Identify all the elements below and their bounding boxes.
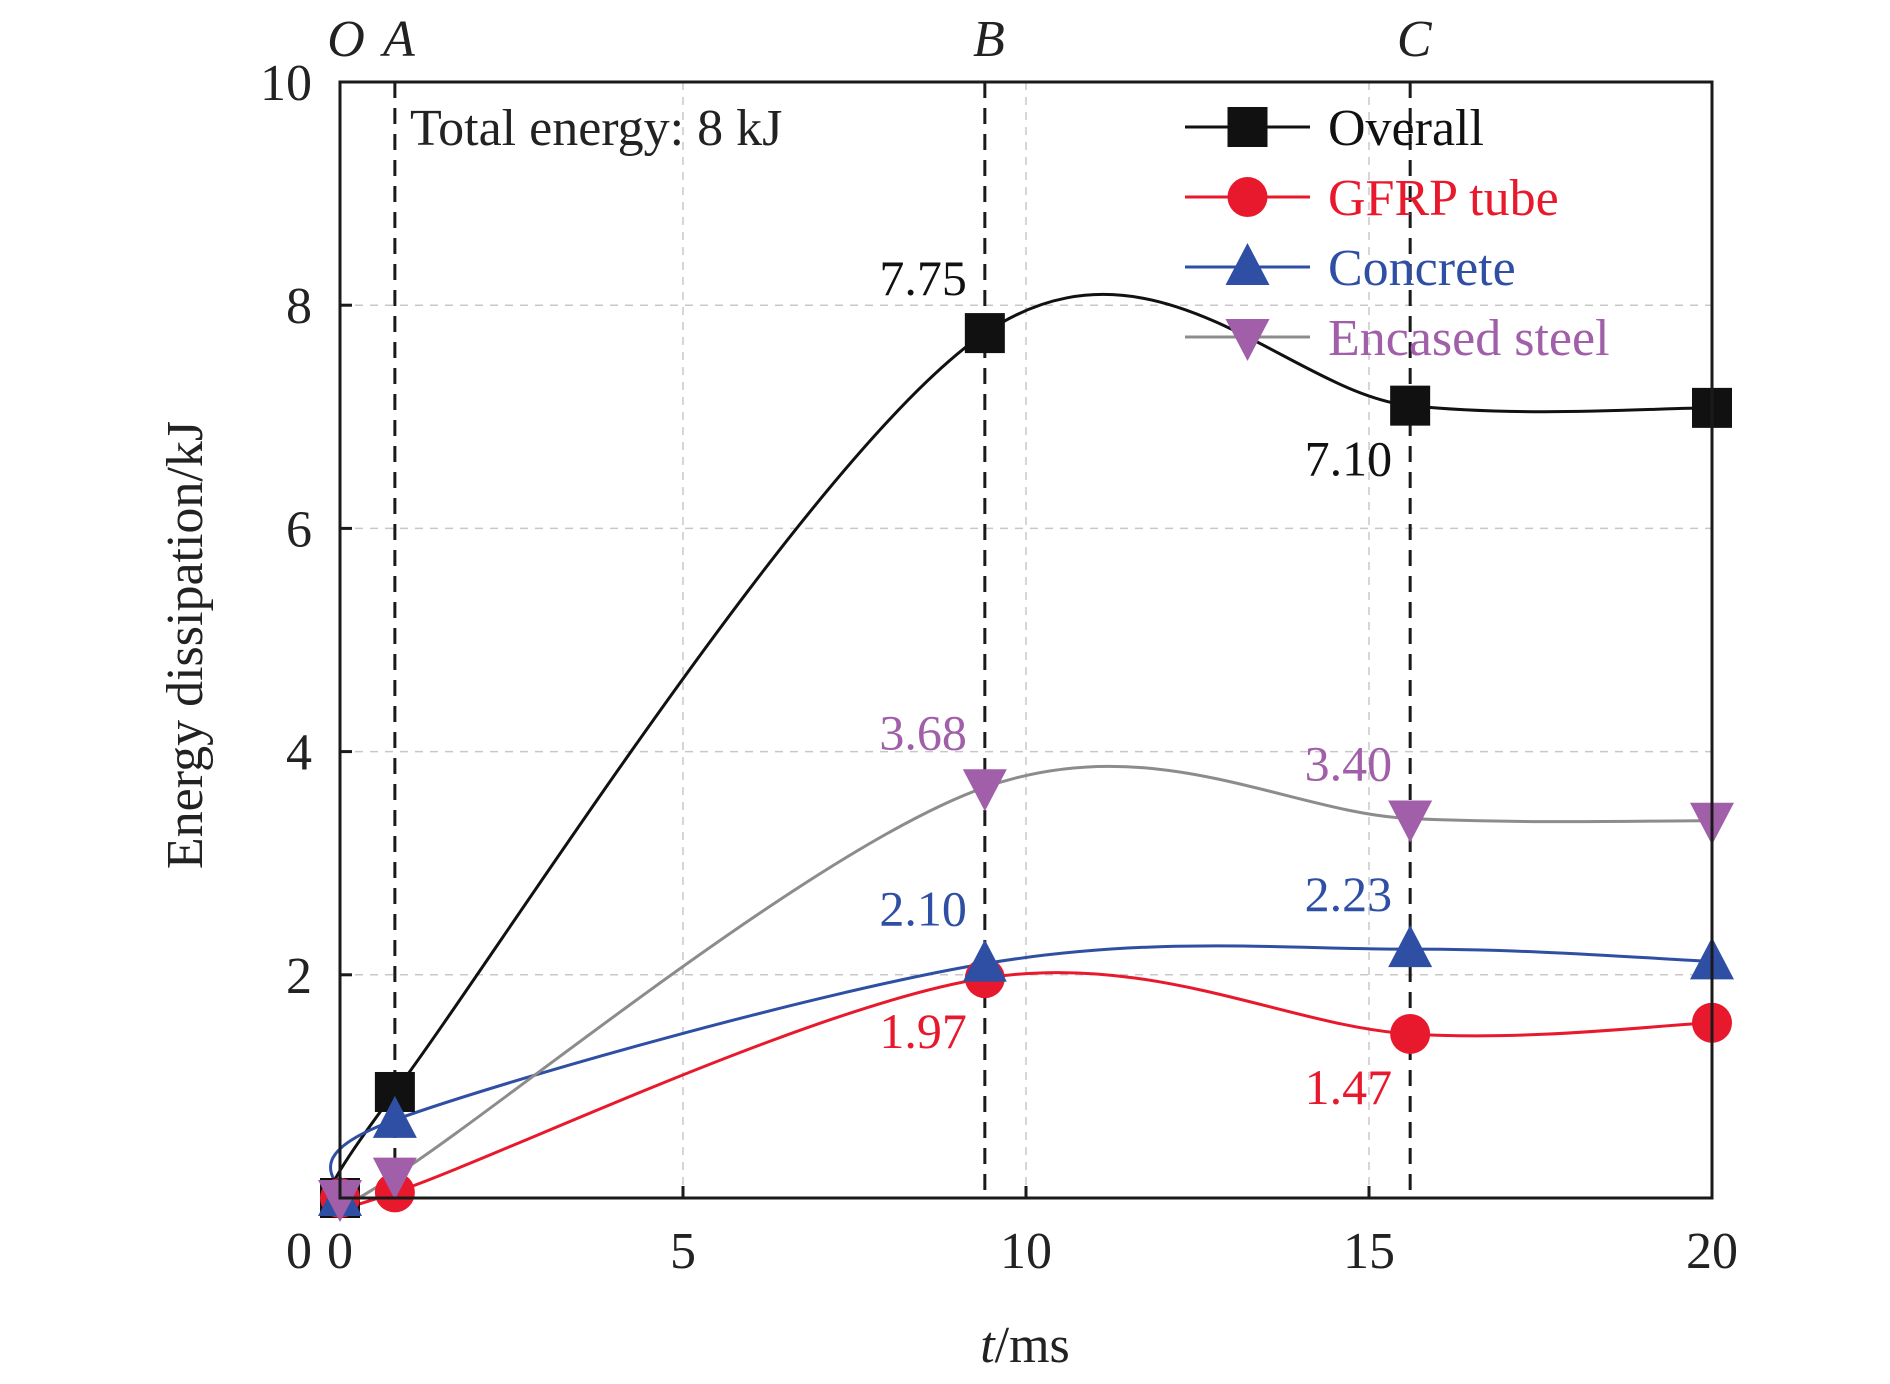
series-point-gfrp-tube <box>1390 1013 1431 1054</box>
legend-label-encased-steel: Encased steel <box>1328 310 1610 367</box>
legend-marker-gfrp-tube <box>1227 177 1268 217</box>
series-point-encased-steel <box>1388 800 1433 843</box>
data-label-concrete: 2.10 <box>879 881 967 937</box>
data-label-gfrp-tube: 1.97 <box>879 1003 967 1059</box>
phase-label-a: A <box>380 11 415 68</box>
x-axis-label-symbol: t <box>980 1317 996 1374</box>
y-tick-label: 2 <box>286 948 312 1005</box>
phase-label-b: B <box>973 11 1005 68</box>
data-label-encased-steel: 3.40 <box>1305 736 1393 792</box>
legend-label-overall: Overall <box>1328 100 1484 157</box>
y-tick-label: 4 <box>286 725 312 782</box>
phase-label-o: O <box>327 11 365 68</box>
data-label-encased-steel: 3.68 <box>879 704 967 760</box>
data-label-concrete: 2.23 <box>1305 866 1393 922</box>
total-energy-annotation: Total energy: 8 kJ <box>410 100 782 157</box>
legend-marker-encased-steel <box>1225 319 1270 361</box>
y-axis-label: Energy dissipation/kJ <box>157 421 214 869</box>
y-tick-label: 10 <box>260 55 312 112</box>
series-point-overall <box>1390 385 1431 426</box>
x-axis-label-unit: /ms <box>995 1317 1070 1374</box>
legend-label-gfrp-tube: GFRP tube <box>1328 170 1559 227</box>
x-tick-label: 20 <box>1686 1223 1738 1280</box>
data-label-overall: 7.10 <box>1305 431 1393 487</box>
data-label-gfrp-tube: 1.47 <box>1305 1059 1393 1115</box>
phase-label-c: C <box>1397 11 1433 68</box>
x-axis-label: t/ms <box>980 1317 1070 1374</box>
y-tick-label: 8 <box>286 278 312 335</box>
series-point-encased-steel <box>962 769 1007 812</box>
x-tick-label: 10 <box>1000 1223 1052 1280</box>
y-tick-label: 6 <box>286 501 312 558</box>
legend-label-concrete: Concrete <box>1328 240 1516 297</box>
legend-marker-concrete <box>1225 243 1270 285</box>
x-tick-label: 0 <box>327 1223 353 1280</box>
grid-lines <box>340 82 1712 1198</box>
x-tick-label: 5 <box>670 1223 696 1280</box>
series-point-concrete <box>372 1095 417 1138</box>
series-line-overall <box>329 292 1713 1199</box>
axis-ticks: 0 5 10 15 20 0 2 4 6 8 10 <box>260 55 1738 1280</box>
y-tick-label: 0 <box>286 1223 312 1280</box>
legend-marker-overall <box>1227 107 1268 147</box>
series-point-overall <box>964 313 1005 354</box>
legend: Overall GFRP tube Concrete Encased steel <box>1185 100 1610 367</box>
series-point-concrete <box>1388 925 1433 968</box>
series-point-concrete <box>962 939 1007 982</box>
series-point-encased-steel <box>372 1157 417 1200</box>
data-labels: 7.75 7.10 1.97 1.47 2.10 2.23 3.68 3.40 <box>879 250 1392 1115</box>
data-label-overall: 7.75 <box>879 250 967 306</box>
x-tick-label: 15 <box>1343 1223 1395 1280</box>
series-point-encased-steel <box>318 1180 362 1222</box>
